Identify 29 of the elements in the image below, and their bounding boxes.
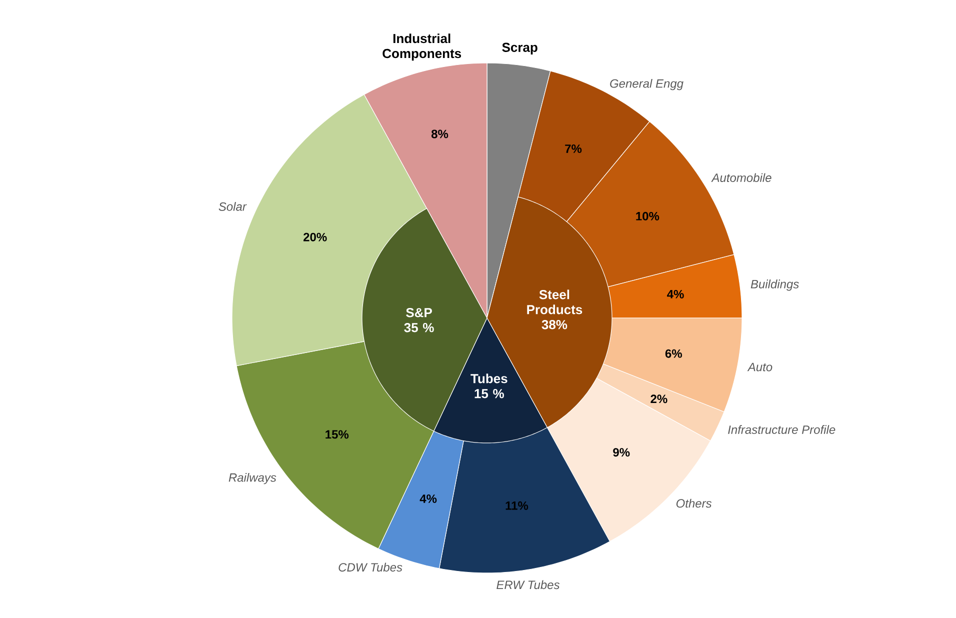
data-label: 35 % (404, 323, 434, 332)
data-label: 20% (304, 232, 327, 242)
data-label: 6% (665, 349, 682, 358)
data-label: 8% (431, 130, 448, 138)
slice-label: Industrial Components (382, 34, 462, 61)
slice-label: Solar (218, 202, 247, 211)
slice-label: S&P (406, 308, 432, 318)
slice-label: Scrap (502, 42, 538, 55)
data-label: 4% (667, 290, 684, 298)
data-label: 7% (565, 144, 582, 153)
slice-label: Automobile (711, 173, 772, 182)
slice-label: Auto (747, 362, 772, 372)
slice-label: CDW Tubes (338, 562, 402, 572)
data-label: 4% (420, 494, 437, 503)
data-label: 15% (326, 430, 349, 439)
data-label: 10% (636, 212, 660, 220)
data-label: 15 % (474, 389, 504, 398)
data-label: 38% (542, 320, 568, 330)
data-label: 2% (650, 394, 668, 404)
slice-label: Others (676, 498, 712, 508)
slice-label: General Engg (610, 78, 684, 90)
slice-label: ERW Tubes (496, 580, 560, 590)
slice-label: Railways (228, 472, 276, 484)
slice-label: Tubes (470, 374, 508, 384)
data-label: 9% (613, 448, 630, 457)
slice-label: Steel Products (527, 290, 582, 314)
data-label: 11% (506, 501, 528, 510)
slice-label: Infrastructure Profile (728, 425, 836, 434)
slice-label: Buildings (750, 280, 799, 291)
